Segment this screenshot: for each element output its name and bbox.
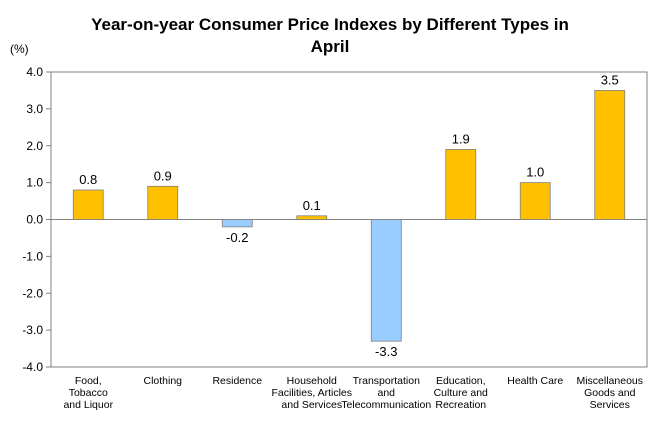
bar <box>370 219 402 342</box>
category-label: Transportation and Telecommunication <box>341 375 431 411</box>
y-tick-label: -4.0 <box>22 360 43 374</box>
chart-title: Year-on-year Consumer Price Indexes by D… <box>0 14 660 58</box>
chart-title-line-2: April <box>310 37 350 56</box>
data-label: 1.9 <box>452 131 470 146</box>
y-tick-label: -3.0 <box>22 323 43 337</box>
bar <box>519 182 551 220</box>
y-tick-label: -2.0 <box>22 286 43 300</box>
y-axis-unit: (%) <box>10 42 29 56</box>
data-label: 0.8 <box>79 172 97 187</box>
data-label: -0.2 <box>226 230 248 245</box>
category-label: Education, Culture and Recreation <box>434 375 488 411</box>
bar <box>445 149 477 220</box>
y-tick-label: 0.0 <box>26 213 43 227</box>
category-label: Miscellaneous Goods and Services <box>576 375 643 411</box>
y-tick-label: 4.0 <box>26 65 43 79</box>
y-tick-label: 2.0 <box>26 139 43 153</box>
data-label: -3.3 <box>375 344 397 359</box>
bar <box>72 189 104 220</box>
category-label: Clothing <box>143 375 182 387</box>
y-tick-label: 1.0 <box>26 176 43 190</box>
bar <box>594 90 626 220</box>
category-label: Health Care <box>507 375 563 387</box>
bar <box>296 215 328 220</box>
data-label: 0.1 <box>303 198 321 213</box>
category-label: Residence <box>212 375 262 387</box>
bar <box>147 185 179 220</box>
data-label: 3.5 <box>601 72 619 87</box>
y-tick-label: 3.0 <box>26 102 43 116</box>
category-label: Food, Tobacco and Liquor <box>63 375 113 411</box>
category-label: Household Facilities, Articles and Service… <box>271 375 352 411</box>
y-tick-label: -1.0 <box>22 249 43 263</box>
chart-title-line-1: Year-on-year Consumer Price Indexes by D… <box>91 15 569 34</box>
bar <box>221 219 253 228</box>
data-label: 0.9 <box>154 168 172 183</box>
data-label: 1.0 <box>526 165 544 180</box>
